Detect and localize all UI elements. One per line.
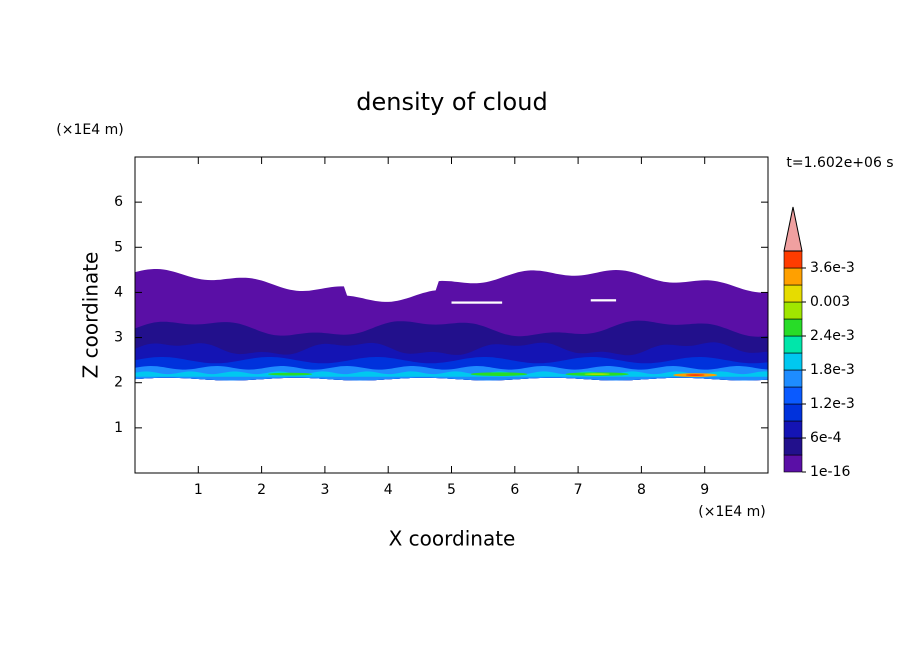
gap: [426, 261, 452, 266]
x-tick-label: 1: [194, 482, 203, 498]
colorbar-box: [783, 386, 803, 405]
y-tick-label: 4: [114, 284, 123, 300]
colorbar-label: 3.6e-3: [810, 260, 855, 276]
y-tick-label: 2: [114, 375, 123, 391]
contour-field: [135, 261, 768, 381]
colorbar-box: [783, 335, 803, 354]
colorbar-box: [783, 284, 803, 303]
colorbar-overflow: [783, 206, 803, 252]
colorbar-box: [783, 454, 803, 473]
y-tick-label: 6: [114, 194, 123, 210]
colorbar-box: [783, 403, 803, 422]
contour-fill: [267, 372, 313, 376]
colorbar-label: 1.8e-3: [810, 362, 855, 378]
x-tick-label: 7: [574, 482, 583, 498]
colorbar-label: 1.2e-3: [810, 396, 855, 412]
chart-title: density of cloud: [356, 88, 547, 116]
contour-fill: [685, 374, 705, 376]
time-label: t=1.602e+06 s: [786, 155, 893, 171]
colorbar-label: 1e-16: [810, 464, 850, 480]
x-axis-title: X coordinate: [389, 527, 516, 551]
colorbar-box: [783, 318, 803, 337]
colorbar-label: 6e-4: [810, 430, 842, 446]
colorbar-box: [783, 267, 803, 286]
x-tick-label: 3: [320, 482, 329, 498]
y-unit: (×1E4 m): [56, 122, 123, 138]
x-tick-label: 8: [637, 482, 646, 498]
gap: [451, 301, 503, 304]
colorbar-box: [783, 301, 803, 320]
colorbar-box: [783, 352, 803, 371]
colorbar-label: 2.4e-3: [810, 328, 855, 344]
colorbar-label: 0.003: [810, 294, 850, 310]
contour-fill: [135, 371, 768, 377]
colorbar-box: [783, 437, 803, 456]
x-tick-label: 6: [510, 482, 519, 498]
y-axis-title: Z coordinate: [79, 252, 103, 379]
colorbar-box: [783, 250, 803, 269]
y-tick-label: 3: [114, 330, 123, 346]
contour-fill: [470, 372, 528, 376]
x-tick-label: 9: [700, 482, 709, 498]
x-tick-label: 4: [384, 482, 393, 498]
x-unit: (×1E4 m): [698, 504, 765, 520]
y-tick-label: 5: [114, 239, 123, 255]
x-tick-label: 5: [447, 482, 456, 498]
contour-fill: [584, 373, 610, 376]
x-tick-label: 2: [257, 482, 266, 498]
colorbar-box: [783, 420, 803, 439]
colorbar-box: [783, 369, 803, 388]
y-tick-label: 1: [114, 420, 123, 436]
gap: [590, 299, 617, 302]
